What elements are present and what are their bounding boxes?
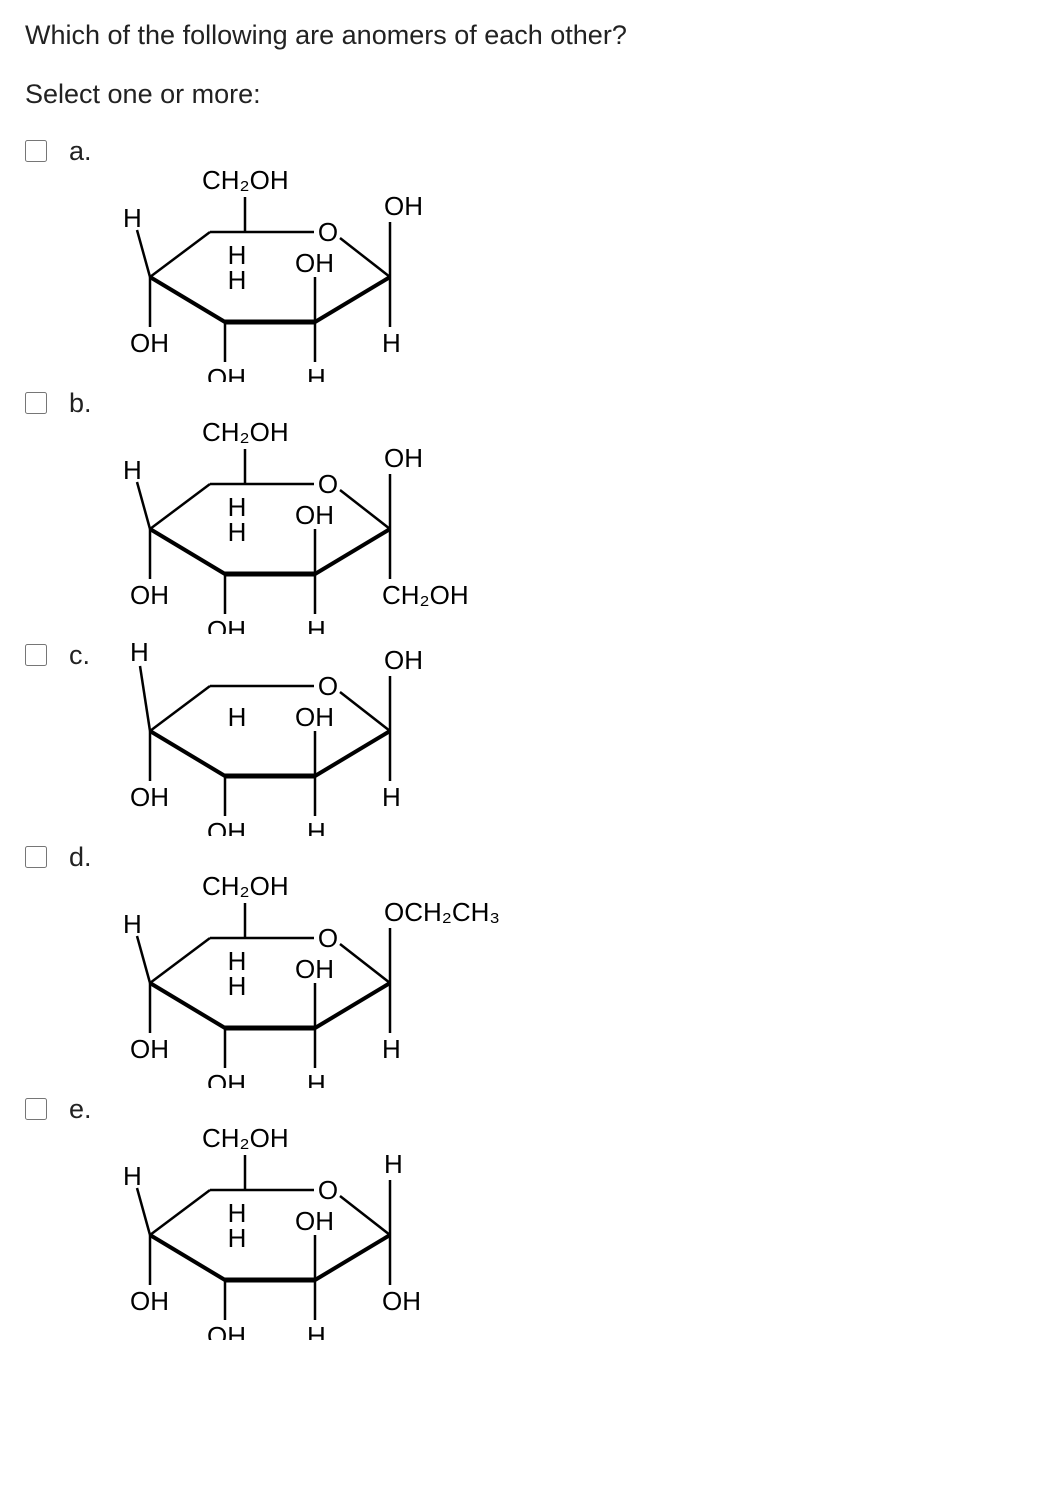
svg-text:O: O: [318, 1175, 338, 1205]
svg-text:H: H: [307, 817, 326, 836]
option-letter: b.: [69, 384, 105, 419]
svg-text:OH: OH: [207, 615, 246, 634]
svg-text:OH: OH: [384, 191, 423, 221]
svg-text:H: H: [123, 455, 142, 485]
svg-text:OH: OH: [130, 328, 169, 358]
svg-text:OH: OH: [295, 500, 334, 530]
chemical-structure: OHOHHOHOHHOHH: [105, 636, 485, 836]
options-container: a.OCH₂OHHOHHHOHOHHOHHb.OCH₂OHHOHHHOHOHHO…: [25, 132, 1020, 1340]
svg-text:OH: OH: [130, 1034, 169, 1064]
checkbox-wrap: [25, 846, 47, 868]
option-checkbox[interactable]: [25, 392, 47, 414]
instruction-text: Select one or more:: [25, 79, 1020, 110]
svg-text:OH: OH: [207, 1321, 246, 1340]
svg-text:H: H: [130, 637, 149, 667]
svg-text:H: H: [307, 363, 326, 382]
svg-text:H: H: [123, 203, 142, 233]
svg-text:H: H: [228, 265, 247, 295]
svg-text:H: H: [307, 615, 326, 634]
option-letter: a.: [69, 132, 105, 167]
option-checkbox[interactable]: [25, 644, 47, 666]
question-text: Which of the following are anomers of ea…: [25, 20, 1020, 51]
option-checkbox[interactable]: [25, 1098, 47, 1120]
svg-text:OH: OH: [295, 1206, 334, 1236]
option-row: c.OHOHHOHOHHOHH: [25, 636, 1020, 836]
svg-text:OH: OH: [382, 1286, 421, 1316]
svg-text:OH: OH: [130, 782, 169, 812]
svg-text:H: H: [307, 1069, 326, 1088]
svg-text:H: H: [382, 328, 401, 358]
svg-text:OH: OH: [207, 1069, 246, 1088]
svg-text:O: O: [318, 217, 338, 247]
svg-text:H: H: [228, 1223, 247, 1253]
option-row: a.OCH₂OHHOHHHOHOHHOHH: [25, 132, 1020, 382]
svg-text:CH₂OH: CH₂OH: [202, 417, 289, 447]
svg-text:OH: OH: [130, 1286, 169, 1316]
svg-text:CH₂OH: CH₂OH: [202, 871, 289, 901]
svg-text:CH₂OH: CH₂OH: [202, 1123, 289, 1153]
svg-text:OH: OH: [295, 954, 334, 984]
svg-text:OH: OH: [384, 645, 423, 675]
svg-text:H: H: [228, 971, 247, 1001]
svg-text:H: H: [307, 1321, 326, 1340]
svg-text:H: H: [228, 517, 247, 547]
chemical-structure: OCH₂OHHOHHHOHOHHOHCH₂OH: [105, 384, 525, 634]
option-letter: c.: [69, 636, 105, 671]
chemical-structure: OCH₂OHHOHHHOHOHHOHH: [105, 132, 485, 382]
checkbox-wrap: [25, 392, 47, 414]
svg-text:OCH₂CH₃: OCH₂CH₃: [384, 897, 500, 927]
svg-text:H: H: [382, 782, 401, 812]
option-checkbox[interactable]: [25, 846, 47, 868]
svg-text:OH: OH: [295, 702, 334, 732]
svg-text:H: H: [228, 702, 247, 732]
option-checkbox[interactable]: [25, 140, 47, 162]
svg-text:H: H: [382, 1034, 401, 1064]
option-letter: e.: [69, 1090, 105, 1125]
option-row: d.OCH₂OHHOHHHOHOHHOCH₂CH₃H: [25, 838, 1020, 1088]
svg-text:O: O: [318, 923, 338, 953]
svg-text:H: H: [123, 1161, 142, 1191]
svg-text:O: O: [318, 469, 338, 499]
svg-text:O: O: [318, 671, 338, 701]
svg-text:CH₂OH: CH₂OH: [202, 165, 289, 195]
chemical-structure: OCH₂OHHOHHHOHOHHOCH₂CH₃H: [105, 838, 565, 1088]
svg-text:OH: OH: [207, 363, 246, 382]
option-row: e.OCH₂OHHOHHHOHOHHHOH: [25, 1090, 1020, 1340]
svg-text:H: H: [384, 1149, 403, 1179]
svg-text:CH₂OH: CH₂OH: [382, 580, 469, 610]
option-letter: d.: [69, 838, 105, 873]
svg-text:OH: OH: [130, 580, 169, 610]
svg-text:H: H: [123, 909, 142, 939]
option-row: b.OCH₂OHHOHHHOHOHHOHCH₂OH: [25, 384, 1020, 634]
svg-text:OH: OH: [207, 817, 246, 836]
checkbox-wrap: [25, 644, 47, 666]
checkbox-wrap: [25, 140, 47, 162]
svg-text:OH: OH: [384, 443, 423, 473]
chemical-structure: OCH₂OHHOHHHOHOHHHOH: [105, 1090, 485, 1340]
checkbox-wrap: [25, 1098, 47, 1120]
svg-text:OH: OH: [295, 248, 334, 278]
